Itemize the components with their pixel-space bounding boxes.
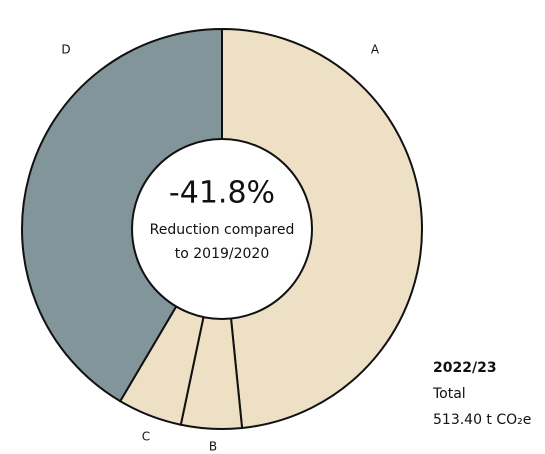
center-text: to 2019/2020 <box>175 246 269 262</box>
summary-label: Total <box>432 386 466 402</box>
segment-label: A <box>371 43 380 57</box>
center-value: -41.8% <box>169 176 275 211</box>
center-text: Reduction compared <box>150 222 295 238</box>
summary-total: 513.40 t CO₂e <box>433 412 531 428</box>
segment-label: D <box>61 43 70 57</box>
donut-hole <box>131 138 313 320</box>
wedge <box>21 27 223 403</box>
segment-label: C <box>142 430 150 444</box>
segment-label: B <box>209 440 217 454</box>
wedge <box>221 27 423 430</box>
summary-period: 2022/23 <box>433 360 497 376</box>
